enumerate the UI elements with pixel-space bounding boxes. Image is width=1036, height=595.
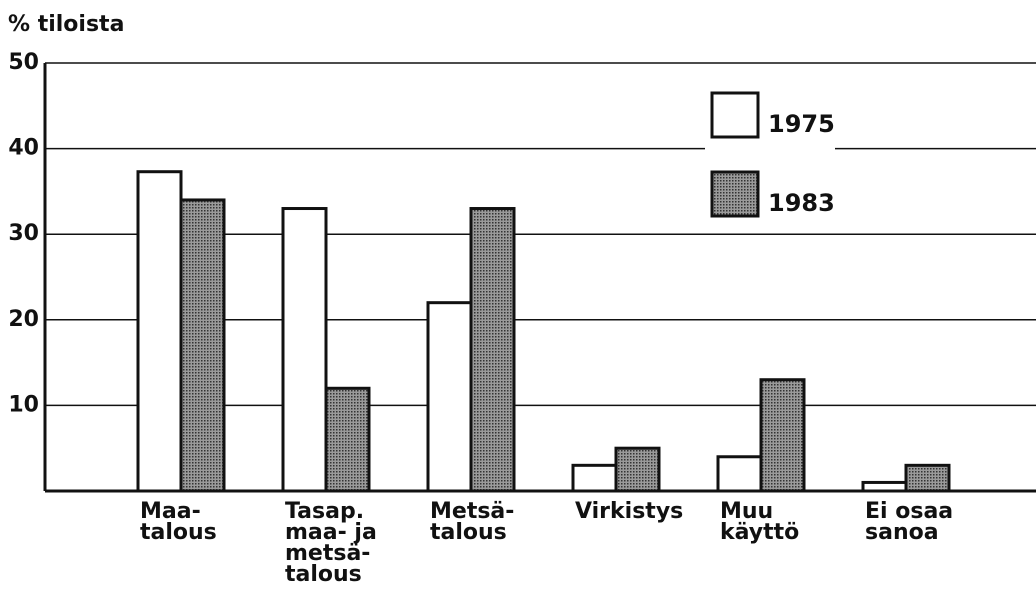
legend-swatch [710, 91, 760, 139]
bar [571, 463, 618, 493]
x-tick-label: Muu käyttö [720, 499, 799, 545]
x-tick-line: Muu [720, 499, 773, 524]
y-tick-label: 30 [8, 221, 39, 246]
bar [136, 170, 183, 493]
x-tick-line: Metsä- [430, 499, 514, 524]
legend-label: 1975 [768, 110, 835, 138]
bar [614, 446, 661, 493]
x-tick-label: Tasap. maa- ja metsä-talous [285, 499, 377, 587]
x-tick-line: talous [430, 520, 507, 545]
y-axis-label: % tiloista [8, 12, 124, 37]
x-tick-line: talous [140, 520, 217, 545]
x-tick-label: Virkistys [575, 499, 683, 524]
y-tick-label: 40 [8, 136, 39, 161]
legend-swatch [710, 170, 760, 218]
x-tick-label: Metsä-talous [430, 499, 514, 545]
x-tick-line: talous [285, 562, 362, 587]
bar [426, 301, 473, 493]
x-tick-line: Tasap. [285, 499, 364, 524]
bar [716, 455, 763, 493]
x-tick-label: Ei osaa sanoa [865, 499, 953, 545]
x-tick-line: Ei osaa [865, 499, 953, 524]
y-tick-label: 20 [8, 307, 39, 332]
legend-label: 1983 [768, 189, 835, 217]
y-tick-label: 10 [8, 392, 39, 417]
x-tick-line: Maa- [140, 499, 201, 524]
bar [324, 386, 371, 493]
bar [179, 198, 226, 493]
x-tick-line: Virkistys [575, 499, 683, 524]
bar [861, 480, 908, 493]
bar [281, 207, 328, 493]
x-tick-label: Maa-talous [140, 499, 217, 545]
x-tick-line: sanoa [865, 520, 939, 545]
bar [759, 378, 806, 493]
x-tick-line: käyttö [720, 520, 799, 545]
bar [904, 463, 951, 493]
x-tick-line: metsä- [285, 541, 370, 566]
bar [469, 207, 516, 493]
x-tick-line: maa- ja [285, 520, 377, 545]
y-tick-label: 50 [8, 50, 39, 75]
